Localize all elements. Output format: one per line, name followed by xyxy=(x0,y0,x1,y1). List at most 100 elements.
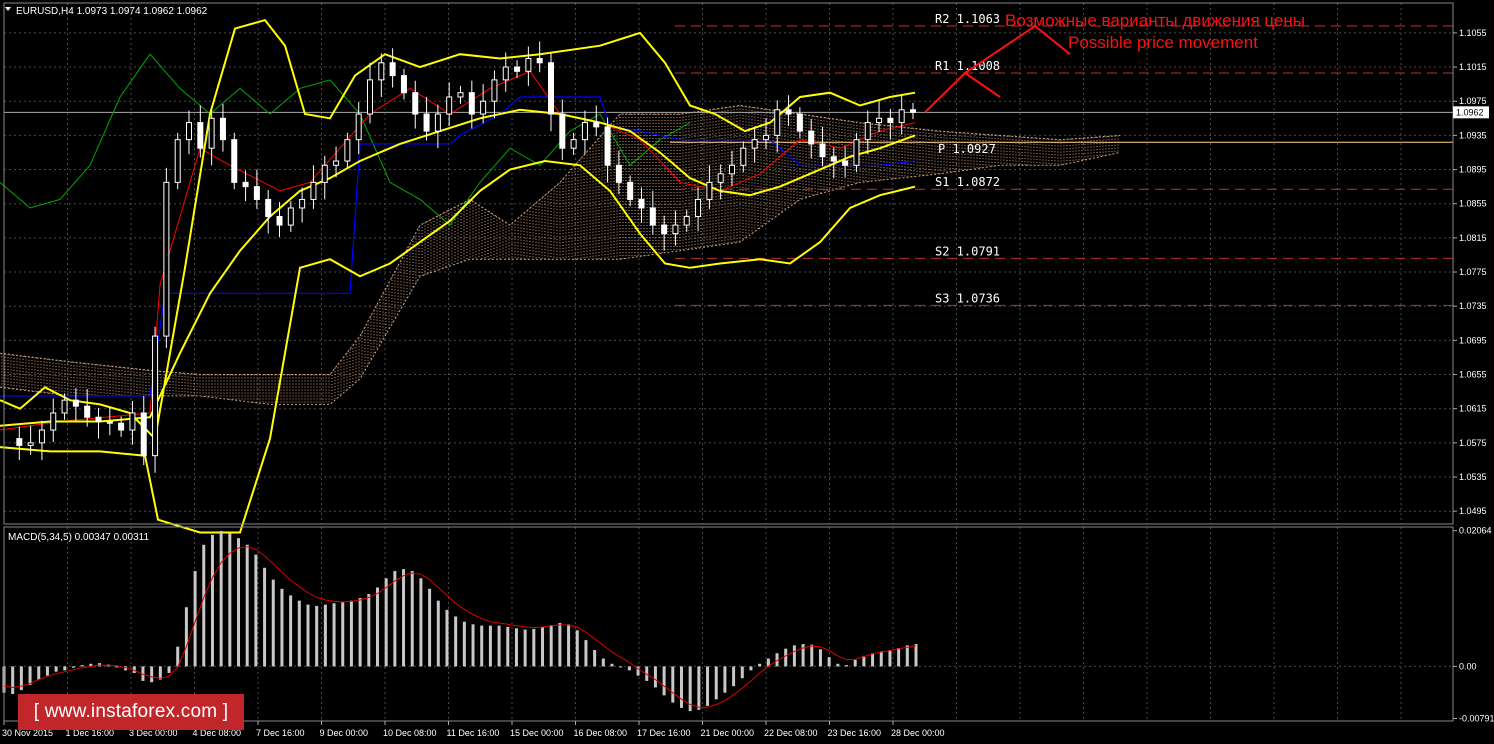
current-price-tag xyxy=(1453,106,1489,119)
macd-bar xyxy=(688,666,692,712)
candle-body xyxy=(231,139,238,183)
y-tick-label: 1.0735 xyxy=(1459,301,1487,311)
price-panel-frame xyxy=(3,2,1454,525)
macd-bar xyxy=(506,626,510,667)
chevron-down-icon[interactable] xyxy=(5,7,11,11)
y-tick-label: 1.1055 xyxy=(1459,28,1487,38)
macd-bar xyxy=(280,588,284,667)
candle-body xyxy=(615,164,622,183)
macd-bar xyxy=(732,666,736,687)
macd-bar xyxy=(567,624,571,667)
macd-bar xyxy=(428,588,432,667)
candle-body xyxy=(400,75,407,94)
candle-body xyxy=(378,62,385,81)
candle-body xyxy=(197,122,204,149)
macd-bar xyxy=(775,653,779,667)
candle-body xyxy=(389,62,396,77)
candle-body xyxy=(152,335,159,457)
macd-bar xyxy=(792,645,796,667)
macd-bar xyxy=(914,644,918,667)
macd-bar xyxy=(523,629,527,667)
macd-bar xyxy=(63,666,67,671)
macd-bar xyxy=(558,623,562,667)
chikou-line xyxy=(0,53,691,226)
candle-body xyxy=(729,164,735,175)
bollinger-middle-line xyxy=(0,108,916,427)
macd-bar xyxy=(897,648,901,667)
senkou-a-line xyxy=(0,104,1121,375)
macd-bar xyxy=(497,625,501,667)
candle-body xyxy=(717,173,724,183)
macd-bar xyxy=(115,666,119,668)
x-tick-label: 9 Dec 00:00 xyxy=(320,728,369,738)
candle-body xyxy=(661,224,668,235)
pivot-label-r2: R2 1.1063 xyxy=(935,12,1000,26)
candle-body xyxy=(174,139,181,183)
candle-body xyxy=(287,207,294,226)
candle-body xyxy=(514,66,521,72)
macd-bar xyxy=(237,538,241,667)
macd-bar xyxy=(210,534,214,667)
y-tick-label: 1.0575 xyxy=(1459,438,1487,448)
candle-body xyxy=(683,216,690,226)
symbol-header: EURUSD,H4 1.0973 1.0974 1.0962 1.0962 xyxy=(16,6,208,17)
macd-bar xyxy=(740,666,744,679)
macd-bar xyxy=(532,628,536,667)
candle-body xyxy=(627,181,634,200)
candle-body xyxy=(457,92,464,98)
candle-body xyxy=(253,186,260,200)
macd-bar xyxy=(306,604,310,667)
forecast-branch-line xyxy=(964,72,1001,98)
macd-bar xyxy=(905,645,909,667)
macd-bar xyxy=(349,600,353,667)
macd-y-tick-label: 0.02064 xyxy=(1459,526,1492,536)
macd-bar xyxy=(124,666,128,671)
macd-bar xyxy=(158,666,162,680)
candle-body xyxy=(367,79,373,115)
macd-bar xyxy=(810,644,814,667)
candle-body xyxy=(242,181,249,188)
candle-body xyxy=(27,442,34,446)
macd-bar xyxy=(610,663,614,667)
candle-body xyxy=(593,122,600,128)
y-tick-label: 1.0855 xyxy=(1459,199,1487,209)
macd-bar xyxy=(323,604,327,667)
macd-bar xyxy=(827,657,831,667)
candle-body xyxy=(695,198,702,218)
macd-bar xyxy=(358,598,362,667)
macd-bar xyxy=(514,628,518,667)
x-tick-label: 3 Dec 00:00 xyxy=(129,728,178,738)
macd-bar xyxy=(367,594,371,667)
macd-bar xyxy=(749,666,753,671)
x-tick-label: 1 Dec 16:00 xyxy=(66,728,115,738)
candle-body xyxy=(446,96,453,115)
macd-bar xyxy=(150,666,154,683)
macd-bar xyxy=(766,658,770,667)
macd-bar xyxy=(714,666,718,700)
candle-body xyxy=(265,198,272,218)
macd-bar xyxy=(289,595,293,667)
candle-body xyxy=(842,160,849,166)
candle-body xyxy=(570,139,577,149)
ichimoku-cloud xyxy=(0,104,1121,405)
macd-bar xyxy=(888,649,892,667)
macd-bar xyxy=(619,666,623,668)
x-tick-label: 15 Dec 00:00 xyxy=(510,728,564,738)
forecast-main-line xyxy=(924,24,1071,114)
macd-bar xyxy=(219,530,223,667)
macd-panel xyxy=(2,530,918,712)
candle-body xyxy=(423,113,430,132)
candle-body xyxy=(559,113,566,149)
pivot-levels: R2 1.1063 R1 1.1008 P 1.0927 S1 1.0872 S2 1.… xyxy=(4,12,1453,306)
macd-bar xyxy=(601,658,605,667)
candle-body xyxy=(321,164,328,183)
candle-body xyxy=(830,156,837,162)
macd-bar xyxy=(228,533,232,667)
candle-body xyxy=(898,109,905,124)
macd-bar xyxy=(636,666,640,676)
y-tick-label: 1.0535 xyxy=(1459,472,1487,482)
macd-bar xyxy=(375,587,379,667)
x-tick-label: 30 Nov 2015 xyxy=(2,728,53,738)
macd-bar xyxy=(480,625,484,667)
